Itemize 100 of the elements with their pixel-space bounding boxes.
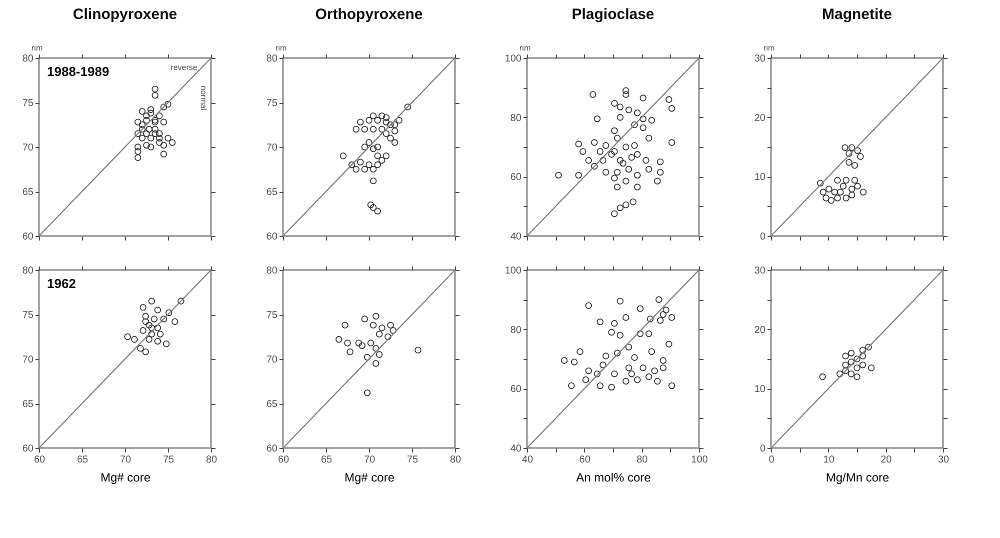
point: [378, 126, 386, 133]
x-tick-label: 20: [880, 454, 892, 466]
point: [660, 357, 667, 364]
point: [857, 153, 864, 160]
point: [148, 330, 156, 338]
y-tick-label: 70: [266, 354, 278, 366]
x-tick-label: 80: [636, 454, 648, 466]
point: [391, 139, 398, 146]
point: [594, 370, 601, 378]
x-tick-label: 60: [579, 454, 591, 466]
y-tick-label: 60: [266, 444, 278, 454]
point: [668, 139, 676, 146]
point: [147, 106, 154, 113]
point: [848, 358, 855, 366]
point: [616, 104, 624, 110]
point: [851, 162, 858, 169]
point: [646, 316, 654, 322]
point: [660, 364, 667, 372]
y-tick-label: 100: [504, 54, 522, 64]
point: [846, 150, 852, 157]
point: [384, 333, 392, 340]
point: [854, 147, 861, 154]
point: [822, 194, 830, 202]
point: [156, 112, 163, 120]
point: [152, 118, 158, 126]
x-axis-title: Mg/Mn core: [826, 470, 890, 484]
point: [660, 311, 667, 318]
y-axis-title: rim: [520, 44, 531, 52]
point: [837, 188, 844, 196]
y-tick-label: 60: [510, 172, 522, 184]
point: [376, 330, 383, 338]
point: [634, 151, 641, 158]
point: [134, 144, 142, 150]
point: [622, 201, 630, 208]
y-axis-title: rim: [276, 44, 287, 52]
chart-title: Clinopyroxene: [72, 6, 178, 23]
y-tick-label: 75: [266, 310, 278, 321]
point: [560, 357, 568, 364]
y-tick-label: 70: [266, 142, 278, 154]
y-tick-label: 10: [754, 384, 766, 396]
point: [656, 158, 664, 166]
x-tick-label: 40: [522, 454, 534, 466]
point: [361, 144, 368, 150]
point: [143, 130, 150, 138]
point: [668, 105, 676, 112]
point: [614, 134, 621, 142]
y-tick-label: 75: [22, 310, 34, 321]
point: [594, 115, 601, 122]
x-tick-label: 70: [364, 454, 376, 466]
point: [608, 151, 615, 158]
x-tick-label: 0: [768, 454, 775, 466]
point: [404, 104, 412, 110]
point: [602, 168, 610, 176]
point: [152, 86, 158, 93]
point: [585, 302, 592, 309]
point: [668, 314, 676, 321]
point: [138, 134, 146, 142]
point: [370, 112, 377, 120]
point: [374, 144, 381, 150]
point: [625, 106, 632, 114]
point: [138, 121, 146, 128]
point: [631, 354, 638, 361]
point: [178, 298, 184, 305]
point: [134, 154, 142, 162]
point: [634, 376, 641, 384]
y-tick-label: 10: [754, 172, 766, 184]
point: [134, 130, 142, 138]
point: [164, 134, 172, 142]
point: [160, 118, 168, 126]
point: [854, 373, 860, 380]
point: [355, 340, 362, 346]
point: [596, 148, 604, 155]
point: [156, 134, 163, 142]
annotation: 1988-1989: [47, 64, 110, 79]
y-tick-label: 60: [22, 232, 34, 242]
point: [152, 92, 158, 99]
y-axis-title: rim: [764, 44, 775, 52]
point: [382, 152, 390, 160]
point: [622, 144, 630, 150]
point: [414, 346, 422, 354]
point: [842, 176, 850, 184]
point: [666, 96, 672, 103]
point: [172, 318, 178, 325]
point: [156, 139, 163, 146]
y-tick-label: 75: [266, 98, 278, 109]
point: [842, 368, 849, 374]
y-tick-label: 80: [510, 112, 522, 124]
point: [142, 348, 150, 356]
point: [391, 121, 398, 128]
point: [616, 332, 624, 339]
point: [668, 382, 676, 390]
point: [848, 192, 856, 198]
point: [666, 340, 672, 348]
point: [848, 350, 855, 356]
point: [387, 134, 394, 142]
point: [620, 160, 626, 167]
point: [634, 184, 641, 190]
point: [366, 116, 372, 124]
y-tick-label: 75: [22, 98, 34, 109]
point: [147, 144, 154, 150]
